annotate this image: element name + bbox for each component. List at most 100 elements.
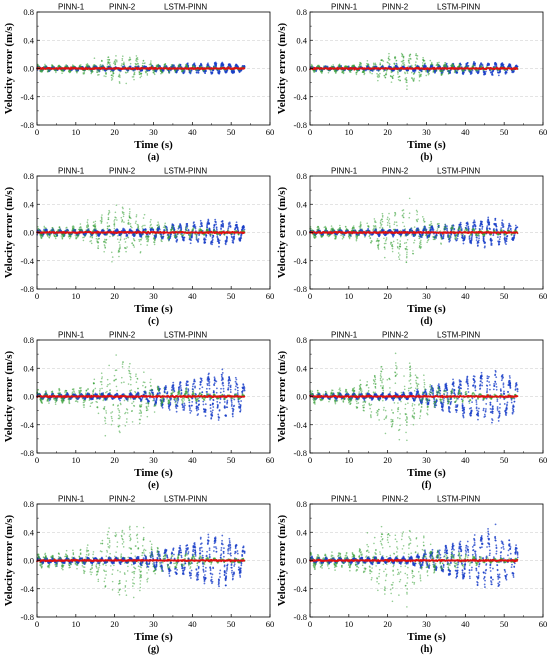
data-point	[359, 63, 361, 65]
legend-label-pinn-2: PINN-2	[382, 3, 409, 12]
data-point	[472, 62, 475, 65]
data-point	[51, 64, 54, 67]
data-point	[124, 71, 127, 74]
data-point	[451, 64, 454, 66]
data-point	[161, 70, 163, 73]
data-point	[406, 72, 409, 74]
data-point	[114, 63, 117, 66]
data-point	[336, 70, 338, 72]
data-point	[105, 73, 107, 75]
data-point	[411, 77, 413, 79]
data-point	[142, 60, 145, 62]
data-point	[129, 62, 132, 65]
y-tick-label: -0.8	[21, 120, 34, 130]
data-point	[109, 70, 112, 73]
data-point	[403, 64, 406, 66]
x-tick-label: 40	[188, 127, 197, 137]
data-point	[376, 75, 379, 77]
data-point	[96, 71, 99, 74]
data-point	[371, 72, 373, 75]
data-point	[483, 71, 485, 73]
data-point	[406, 88, 408, 91]
data-point	[402, 57, 405, 59]
data-point	[153, 72, 156, 74]
data-point	[399, 79, 401, 82]
data-point	[144, 71, 147, 74]
data-point	[410, 64, 413, 67]
data-point	[243, 67, 246, 70]
data-point	[196, 71, 198, 74]
data-point	[372, 65, 375, 68]
x-axis-title: Time (s)	[134, 139, 173, 151]
y-tick-label: 0.4	[23, 35, 34, 45]
data-point	[475, 71, 478, 73]
data-point	[356, 71, 358, 74]
data-point	[407, 59, 410, 62]
data-point	[211, 72, 213, 75]
data-point	[384, 73, 387, 76]
data-point	[491, 72, 494, 75]
data-point	[221, 64, 224, 67]
data-point	[395, 59, 398, 62]
data-point	[369, 71, 371, 74]
data-point	[418, 72, 421, 74]
data-point	[425, 70, 427, 72]
data-point	[93, 57, 96, 60]
data-point	[215, 226, 218, 229]
data-point	[146, 72, 149, 75]
data-point	[412, 79, 415, 82]
data-point	[377, 70, 380, 72]
data-point	[390, 70, 392, 72]
data-point	[168, 71, 170, 73]
data-point	[421, 64, 424, 67]
data-point	[83, 70, 86, 72]
data-point	[129, 58, 132, 60]
data-point	[394, 56, 396, 59]
data-point	[470, 72, 473, 75]
data-point	[121, 63, 123, 65]
data-point	[106, 65, 109, 68]
data-point	[48, 69, 51, 72]
data-point	[431, 64, 434, 66]
data-point	[164, 63, 166, 65]
data-point	[123, 63, 125, 65]
data-point	[137, 63, 139, 65]
data-point	[430, 61, 433, 64]
data-point	[413, 72, 415, 75]
data-point	[119, 70, 121, 73]
data-point	[156, 64, 159, 66]
data-point	[392, 74, 395, 77]
data-point	[193, 65, 196, 68]
data-point	[311, 64, 314, 67]
data-point	[450, 65, 453, 67]
data-point	[139, 76, 142, 79]
data-point	[150, 60, 152, 62]
data-point	[381, 64, 384, 67]
data-point	[456, 70, 459, 72]
data-point	[207, 62, 209, 65]
data-point	[448, 72, 450, 74]
data-point	[384, 76, 387, 79]
data-point	[405, 81, 407, 83]
data-point	[481, 63, 484, 66]
data-point	[213, 61, 216, 64]
data-point	[82, 72, 85, 74]
data-point	[207, 65, 210, 68]
data-point	[415, 57, 418, 59]
data-point	[135, 59, 137, 62]
data-point	[359, 61, 361, 64]
data-point	[333, 70, 336, 73]
data-point	[453, 71, 456, 74]
data-point	[98, 73, 100, 76]
data-point	[466, 62, 468, 65]
data-point	[47, 70, 49, 73]
data-point	[445, 65, 448, 67]
y-axis-title: Velocity error (m/s)	[3, 22, 15, 114]
data-point	[46, 69, 49, 71]
data-point	[472, 64, 475, 67]
x-axis-title: Time (s)	[407, 139, 446, 151]
x-tick-label: 0	[308, 127, 312, 137]
